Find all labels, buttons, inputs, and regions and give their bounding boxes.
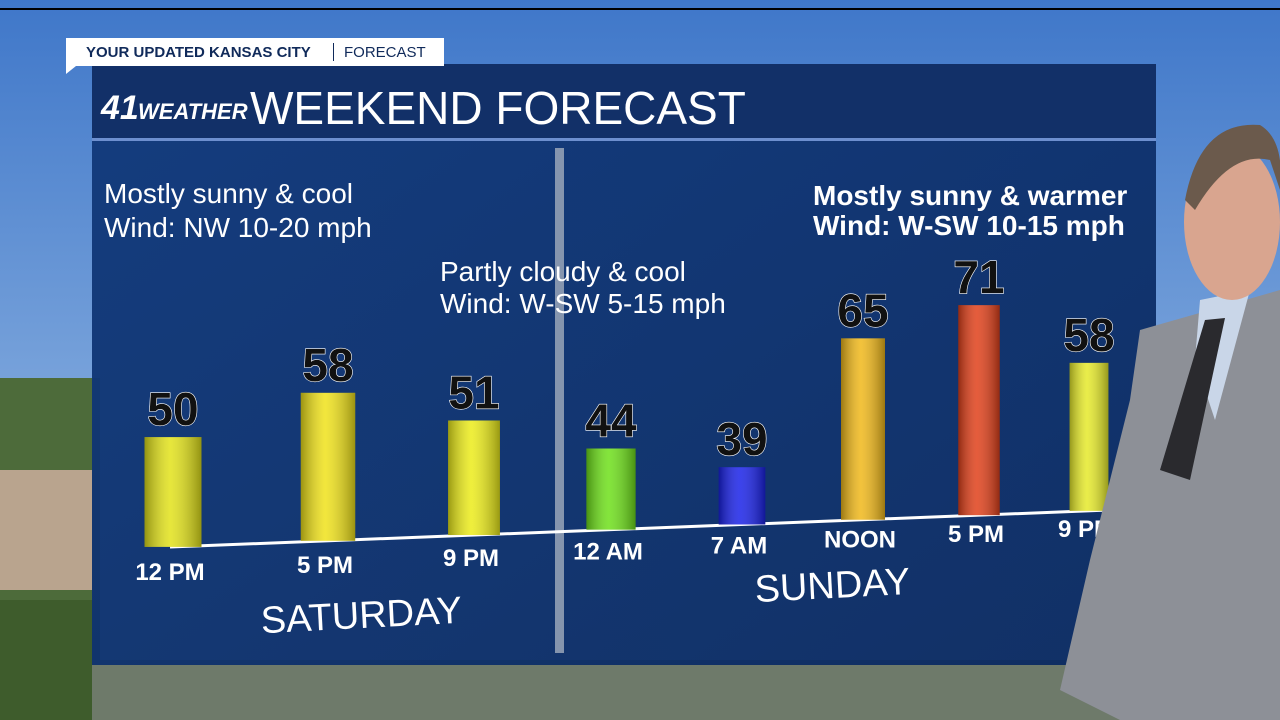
annotation: Wind: W-SW 10-15 mph <box>813 210 1125 241</box>
title-rule <box>92 138 1156 141</box>
bar-shine <box>448 420 500 536</box>
banner-text: FORECAST <box>344 44 426 61</box>
value-label: 44 <box>585 395 637 447</box>
baseline <box>169 508 1113 549</box>
chart-title: WEEKEND FORECAST <box>250 82 746 134</box>
highway <box>92 660 1152 720</box>
bar-shine <box>300 392 356 541</box>
day-label: SUNDAY <box>754 561 912 611</box>
x-tick-label: 12 AM <box>573 539 643 566</box>
top-edge <box>0 8 1280 10</box>
banner-text: YOUR UPDATED KANSAS CITY <box>86 44 311 61</box>
bar-shine <box>841 338 885 520</box>
building <box>0 470 92 590</box>
value-label: 58 <box>1063 309 1114 361</box>
chart: 50 12 PM 58 5 PM 51 9 PM 44 12 AM 39 7 AM 65 NOON 71… <box>104 178 1127 642</box>
logo-number: 41 <box>100 89 139 127</box>
title-bar <box>92 64 1156 140</box>
annotation: Partly cloudy & cool <box>440 256 686 287</box>
x-tick-label: NOON <box>824 527 896 554</box>
bar-shine <box>958 305 1000 516</box>
banner-separator <box>333 43 334 61</box>
value-label: 39 <box>716 413 767 465</box>
x-tick-label: 5 PM <box>297 552 353 579</box>
value-label: 51 <box>448 366 499 418</box>
banner-tail <box>66 66 76 74</box>
annotation: Wind: W-SW 5-15 mph <box>440 288 726 319</box>
x-tick-label: 5 PM <box>948 521 1004 548</box>
value-label: 58 <box>302 339 353 391</box>
annotation: Mostly sunny & warmer <box>813 180 1127 211</box>
bar-shine <box>586 448 636 530</box>
value-label: 71 <box>953 251 1004 303</box>
banner-box <box>66 38 444 66</box>
logo-word: WEATHER <box>138 99 248 124</box>
presenter-hair <box>1185 124 1280 210</box>
annotation: Mostly sunny & cool <box>104 178 353 209</box>
value-label: 50 <box>147 383 198 435</box>
x-tick-label: 12 PM <box>135 559 204 586</box>
annotation: Wind: NW 10-20 mph <box>104 212 372 243</box>
presenter-tie <box>1160 318 1225 480</box>
presenter-suit <box>1060 290 1280 720</box>
x-tick-label: 9 PM <box>443 545 499 572</box>
bar-shine <box>1069 362 1109 511</box>
day-divider <box>555 148 564 653</box>
bar-shine <box>718 467 766 525</box>
value-label: 65 <box>837 284 888 336</box>
x-tick-label: 7 AM <box>711 532 767 559</box>
trees <box>0 600 92 720</box>
presenter <box>1060 124 1280 720</box>
bar-shine <box>144 437 202 547</box>
